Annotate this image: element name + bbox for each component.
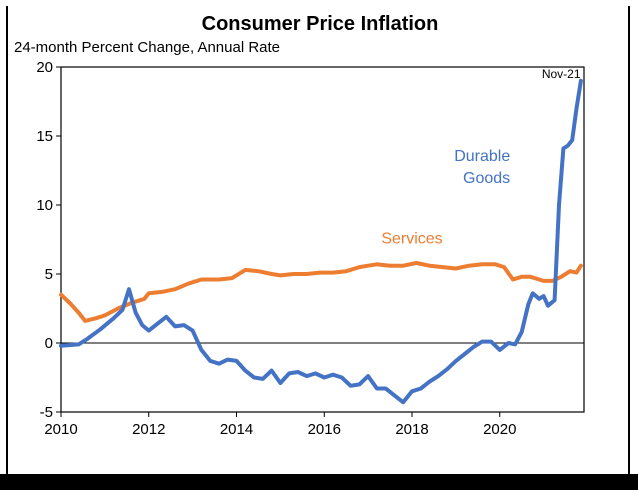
x-tick-label: 2020: [483, 421, 516, 438]
annotation-goods: Goods: [463, 170, 510, 187]
y-tick-label: 15: [36, 128, 53, 145]
chart-svg: Consumer Price Inflation 24-month Percen…: [14, 13, 585, 438]
annotation-nov-21: Nov-21: [542, 67, 581, 81]
annotation-services: Services: [381, 231, 442, 248]
x-tick-label: 2012: [132, 421, 165, 438]
plot-area: [60, 66, 585, 413]
y-tick-label: 20: [36, 59, 53, 76]
y-axis: 20 15 10 5 0 -5: [36, 59, 61, 421]
annotation-durable: Durable: [454, 148, 510, 165]
y-tick-label: 10: [36, 197, 53, 214]
series-line-durable-goods: [59, 78, 583, 405]
y-tick-label: -5: [40, 404, 53, 421]
chart-title: Consumer Price Inflation: [202, 13, 439, 35]
y-tick-label: 0: [45, 335, 53, 352]
y-tick-label: 5: [45, 266, 53, 283]
x-tick-label: 2016: [308, 421, 341, 438]
x-axis: 2010 2012 2014 2016 2018 2020: [44, 412, 516, 438]
bottom-border: [0, 474, 638, 490]
chart-frame: Consumer Price Inflation 24-month Percen…: [6, 6, 630, 478]
x-tick-label: 2018: [395, 421, 428, 438]
chart-subtitle: 24-month Percent Change, Annual Rate: [14, 39, 280, 56]
x-tick-label: 2010: [44, 421, 77, 438]
series-line-services: [59, 261, 583, 323]
x-tick-label: 2014: [220, 421, 253, 438]
